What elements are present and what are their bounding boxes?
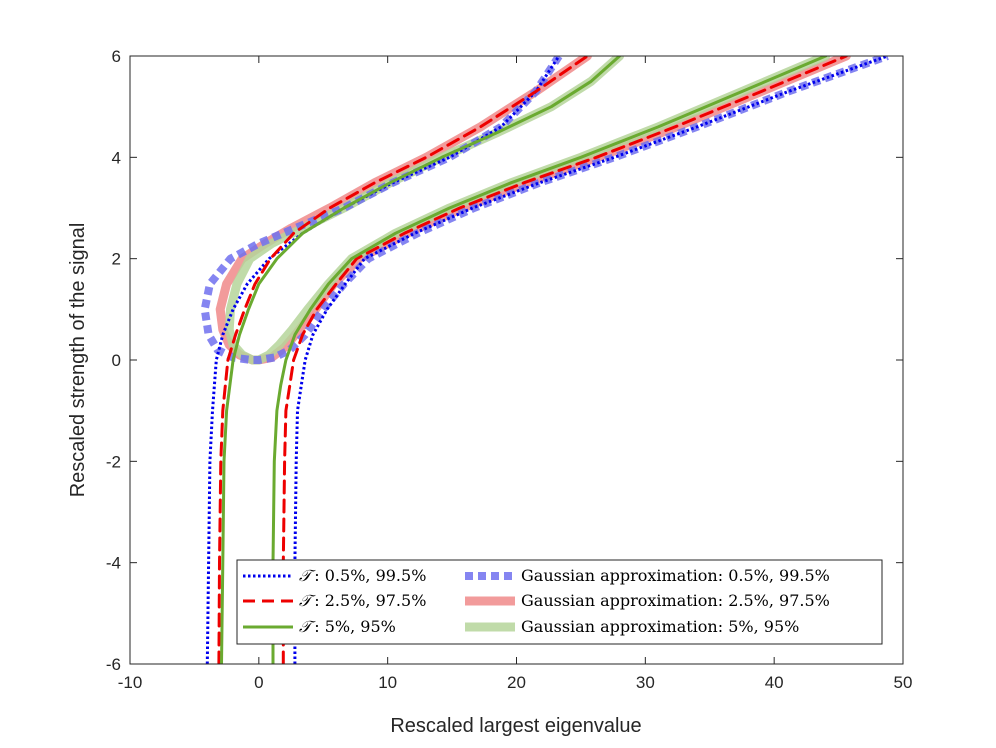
legend-label-5: Gaussian approximation: 5%, 95%	[521, 617, 799, 636]
x-tick-label: 10	[378, 673, 397, 692]
legend-text-4: Gaussian approximation: 2.5%, 97.5%	[521, 591, 830, 610]
legend-label-0: 𝒯: 0.5%, 99.5%	[299, 566, 426, 585]
legend-text-2: : 5%, 95%	[314, 617, 396, 636]
series-line-1	[293, 56, 889, 664]
legend-label-3: Gaussian approximation: 0.5%, 99.5%	[521, 566, 830, 585]
y-tick-label: 2	[112, 250, 121, 269]
series-line-5	[271, 56, 828, 664]
series-line-2	[217, 56, 589, 664]
series-line-3	[281, 56, 848, 664]
y-axis-label: Rescaled strength of the signal	[67, 223, 89, 498]
x-axis-label: Rescaled largest eigenvalue	[390, 715, 641, 737]
y-tick-label: -4	[106, 554, 121, 573]
y-tick-label: -2	[106, 452, 121, 471]
y-tick-label: 4	[112, 148, 121, 167]
legend-label-1: 𝒯: 2.5%, 97.5%	[299, 591, 426, 610]
x-tick-label: -10	[118, 673, 143, 692]
y-tick-label: -6	[106, 655, 121, 674]
legend-box	[236, 559, 883, 645]
ticks-group: -10 0 10 20 30 40 50 -6 -4 -2 0 2 4 6	[106, 47, 913, 692]
x-tick-label: 50	[894, 673, 913, 692]
x-tick-label: 40	[765, 673, 784, 692]
series-line-4	[220, 56, 622, 664]
legend-text-5: Gaussian approximation: 5%, 95%	[521, 617, 799, 636]
y-tick-label: 0	[112, 351, 121, 370]
y-tick-label: 6	[112, 47, 121, 66]
legend-label-4: Gaussian approximation: 2.5%, 97.5%	[521, 591, 830, 610]
legend-text-0: : 0.5%, 99.5%	[314, 566, 426, 585]
x-tick-label: 20	[507, 673, 526, 692]
legend-label-2: 𝒯: 5%, 95%	[299, 617, 396, 636]
x-tick-label: 30	[636, 673, 655, 692]
legend: 𝒯: 0.5%, 99.5% 𝒯: 2.5%, 97.5% 𝒯: 5%, 95% Ga…	[236, 559, 883, 645]
series-group	[200, 56, 889, 664]
x-tick-label: 0	[254, 673, 263, 692]
legend-text-3: Gaussian approximation: 0.5%, 99.5%	[521, 566, 830, 585]
legend-items: 𝒯: 0.5%, 99.5% 𝒯: 2.5%, 97.5% 𝒯: 5%, 95% Ga…	[243, 566, 830, 636]
legend-text-1: : 2.5%, 97.5%	[314, 591, 426, 610]
